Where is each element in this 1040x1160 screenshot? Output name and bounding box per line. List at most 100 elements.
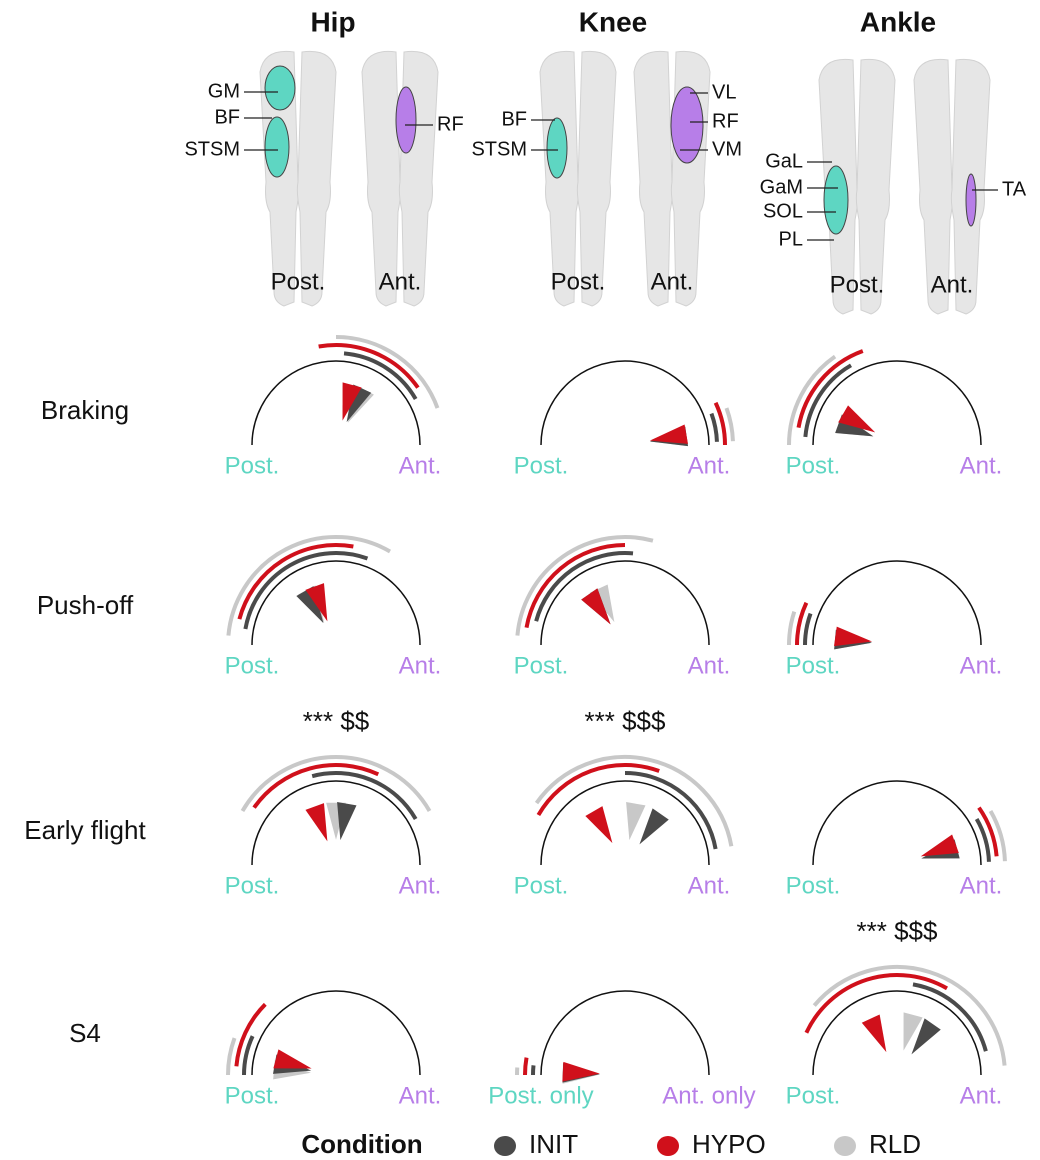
mean-wedge — [296, 586, 324, 624]
muscle-label: BF — [501, 108, 527, 130]
muscle-label: GM — [208, 80, 240, 102]
mean-wedge — [585, 806, 613, 844]
legend-label: INIT — [529, 1129, 578, 1159]
mean-wedge — [626, 802, 646, 841]
mean-wedge — [342, 382, 362, 421]
column-title: Knee — [579, 6, 647, 37]
significance: *** $$$ — [857, 916, 938, 946]
range-arc — [787, 611, 797, 646]
mean-wedge — [920, 834, 959, 857]
legend-swatch — [494, 1136, 516, 1156]
view-label: Post. — [551, 268, 606, 295]
leg-silhouette — [296, 50, 337, 307]
range-arc — [724, 407, 735, 442]
mean-wedge — [305, 583, 328, 622]
muscle — [965, 173, 977, 227]
range-arc — [787, 354, 837, 446]
ant-label: Ant. — [399, 452, 442, 479]
muscle — [264, 116, 290, 178]
post-label: Post. — [786, 872, 841, 899]
post-label: Post. — [514, 872, 569, 899]
legend-title: Condition — [301, 1129, 422, 1159]
range-arc — [335, 335, 440, 409]
semicircle-axis — [812, 560, 982, 646]
muscle-label: BF — [214, 106, 240, 128]
range-arc — [515, 535, 654, 636]
semicircle-axis — [251, 780, 421, 866]
range-arc — [226, 535, 391, 636]
muscle-label: RF — [437, 113, 464, 135]
significance: *** $$ — [303, 706, 370, 736]
range-arc — [624, 771, 718, 850]
legend-label: RLD — [869, 1129, 921, 1159]
ant-label: Ant. — [960, 872, 1003, 899]
range-arc — [311, 771, 418, 821]
column-title: Hip — [310, 6, 355, 37]
range-arc — [912, 982, 988, 1052]
row-label: Push-off — [37, 590, 134, 620]
ant-label: Ant. — [688, 652, 731, 679]
range-arc — [243, 551, 369, 630]
semicircle-axis — [540, 360, 710, 446]
ant-label: Ant. — [399, 1082, 442, 1109]
muscle-label: VL — [712, 81, 736, 103]
range-arc — [237, 543, 354, 620]
legend-swatch — [657, 1136, 679, 1156]
semicircle-axis — [251, 360, 421, 446]
mean-wedge — [838, 405, 876, 433]
post-label: Post. — [514, 452, 569, 479]
muscle-label: GaM — [760, 176, 803, 198]
view-label: Post. — [830, 271, 885, 298]
view-label: Ant. — [651, 268, 694, 295]
mean-wedge — [639, 808, 669, 845]
post-label: Post. — [786, 1082, 841, 1109]
semicircle-axis — [812, 780, 982, 866]
range-arc — [796, 349, 864, 428]
muscle — [823, 165, 849, 235]
post-label: Post. — [786, 652, 841, 679]
mean-wedge — [337, 802, 357, 841]
significance: *** $$$ — [585, 706, 666, 736]
semicircle-axis — [540, 560, 710, 646]
semicircle-axis — [540, 780, 710, 866]
view-label: Ant. — [931, 271, 974, 298]
leg-silhouette — [576, 50, 617, 307]
muscle-label: GaL — [765, 150, 803, 172]
range-arc — [977, 806, 999, 857]
range-arc — [252, 763, 380, 809]
post-label: Post. — [225, 652, 280, 679]
range-arc — [803, 612, 813, 646]
range-arc — [988, 810, 1007, 862]
mean-wedge — [903, 1012, 923, 1051]
mean-wedge — [562, 1061, 600, 1082]
muscle — [395, 86, 417, 154]
semicircle-axis — [812, 360, 982, 446]
view-label: Post. — [271, 268, 326, 295]
mean-wedge — [911, 1018, 941, 1055]
ant-label: Ant. — [688, 872, 731, 899]
muscle-label: PL — [779, 228, 803, 250]
muscle — [546, 117, 568, 179]
mean-wedge — [649, 424, 688, 444]
semicircle-axis — [251, 560, 421, 646]
mean-wedge — [273, 1049, 312, 1069]
post-label: Post. — [514, 652, 569, 679]
ant-label: Ant. only — [662, 1082, 755, 1109]
muscle-label: STSM — [184, 138, 240, 160]
ant-label: Ant. — [960, 652, 1003, 679]
range-arc — [234, 1002, 267, 1067]
range-arc — [812, 965, 1007, 1066]
row-label: S4 — [69, 1018, 101, 1048]
post-label: Post. only — [488, 1082, 593, 1109]
ant-label: Ant. — [399, 872, 442, 899]
range-arc — [226, 1037, 237, 1076]
range-arc — [318, 343, 420, 389]
column-title: Ankle — [860, 6, 936, 37]
muscle-label: SOL — [763, 200, 803, 222]
semicircle-axis — [251, 990, 421, 1076]
muscle-label: STSM — [471, 138, 527, 160]
leg-silhouette — [855, 58, 896, 315]
range-arc — [523, 1057, 529, 1076]
muscle-label: VM — [712, 138, 742, 160]
post-label: Post. — [225, 452, 280, 479]
